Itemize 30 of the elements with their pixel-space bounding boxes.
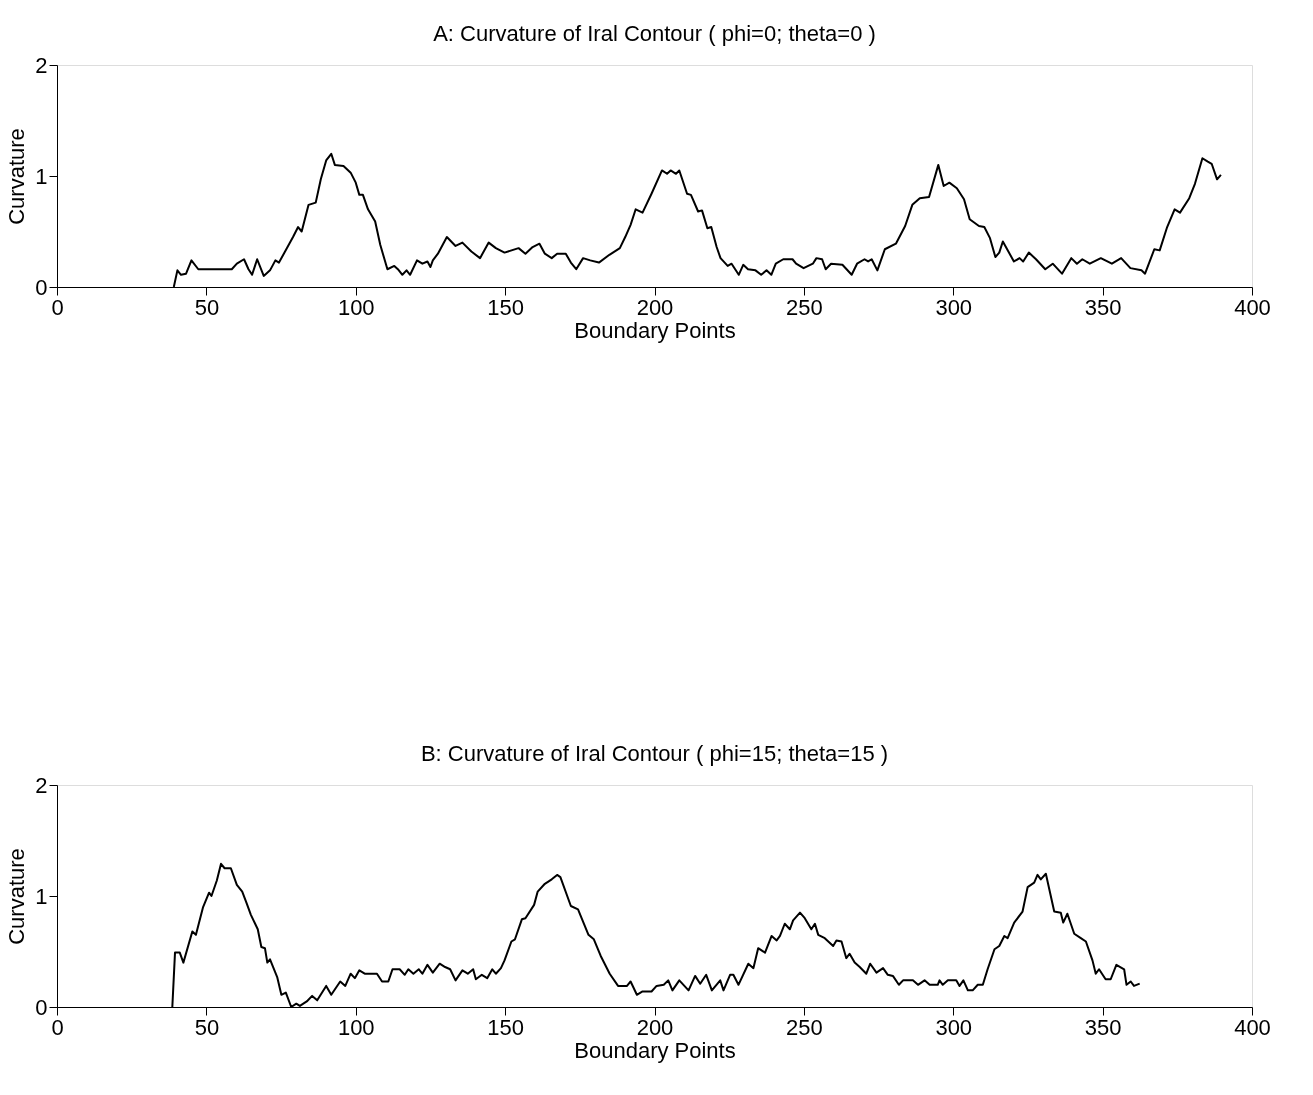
x-tick-label: 300 <box>935 294 973 320</box>
y-tick-label: 0 <box>35 994 48 1020</box>
x-tick-label: 200 <box>636 294 674 320</box>
y-axis-title: Curvature <box>4 128 30 225</box>
x-axis-title: Boundary Points <box>574 1037 736 1063</box>
x-tick-label: 400 <box>1234 1014 1271 1040</box>
x-tick-label: 400 <box>1234 294 1271 320</box>
x-tick-label: 0 <box>51 1014 64 1040</box>
y-axis-title: Curvature <box>4 848 30 945</box>
x-tick-label: 350 <box>1084 1014 1122 1040</box>
x-tick-label: 100 <box>337 1014 375 1040</box>
x-tick-label: 50 <box>194 1014 220 1040</box>
x-tick-label: 0 <box>51 294 64 320</box>
chart-title: B: Curvature of Iral Contour ( phi=15; theta=15 ) <box>420 741 889 766</box>
x-tick-label: 300 <box>935 1014 973 1040</box>
x-tick-label: 150 <box>487 1014 524 1040</box>
x-tick-label: 250 <box>786 1014 823 1040</box>
y-tick-label: 2 <box>35 52 48 78</box>
y-tick-label: 1 <box>35 883 48 909</box>
x-tick-label: 150 <box>487 294 524 320</box>
x-tick-label: 100 <box>337 294 375 320</box>
y-tick-label: 0 <box>35 274 48 300</box>
x-axis-title: Boundary Points <box>574 317 736 343</box>
x-tick-label: 200 <box>636 1014 674 1040</box>
y-tick-label: 1 <box>35 163 48 189</box>
x-tick-label: 250 <box>786 294 823 320</box>
x-tick-label: 350 <box>1084 294 1122 320</box>
y-tick-label: 2 <box>35 772 48 798</box>
x-tick-label: 50 <box>194 294 220 320</box>
chart-title: A: Curvature of Iral Contour ( phi=0; theta=0 ) <box>433 21 876 46</box>
